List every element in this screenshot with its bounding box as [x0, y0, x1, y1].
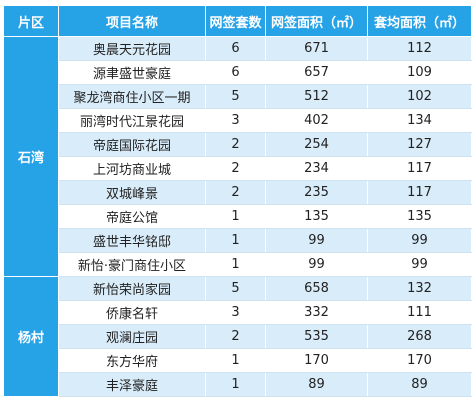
signed-area-cell: 332 — [265, 300, 368, 325]
project-name-cell: 奥晨天元花园 — [58, 36, 206, 61]
project-name-cell: 侨康名轩 — [58, 300, 206, 325]
signed-area-cell: 657 — [265, 60, 368, 85]
table-row: 侨康名轩 3 332 111 — [4, 300, 472, 325]
signed-area-cell: 671 — [265, 36, 368, 61]
signed-units-cell: 2 — [205, 324, 266, 349]
signed-area-cell: 170 — [265, 348, 368, 373]
average-area-cell: 127 — [367, 132, 472, 157]
signed-units-cell: 3 — [205, 300, 266, 325]
signed-area-cell: 235 — [265, 180, 368, 205]
signed-units-cell: 6 — [205, 36, 266, 61]
average-area-cell: 109 — [367, 60, 472, 85]
project-name-cell: 新怡荣尚家园 — [58, 276, 206, 301]
header-signed-area: 网签面积（㎡） — [265, 5, 368, 37]
district-cell: 杨村 — [3, 276, 59, 397]
signed-units-cell: 1 — [205, 372, 266, 397]
header-project-name: 项目名称 — [58, 5, 206, 37]
project-name-cell: 帝庭国际花园 — [58, 132, 206, 157]
header-row: 片区 项目名称 网签套数 网签面积（㎡） 套均面积（㎡） — [3, 5, 472, 37]
signed-area-cell: 254 — [265, 132, 368, 157]
signed-units-cell: 3 — [205, 108, 266, 133]
table-row: 帝庭国际花园 2 254 127 — [4, 132, 472, 157]
signed-units-cell: 1 — [205, 348, 266, 373]
signed-area-cell: 99 — [265, 252, 368, 277]
housing-sales-table: 片区 项目名称 网签套数 网签面积（㎡） 套均面积（㎡） 石湾 奥晨天元花园 6 67… — [3, 5, 472, 397]
signed-units-cell: 1 — [205, 228, 266, 253]
average-area-cell: 132 — [367, 276, 472, 301]
signed-area-cell: 89 — [265, 372, 368, 397]
table-row: 帝庭公馆 1 135 135 — [4, 204, 472, 229]
table-row: 源聿盛世豪庭 6 657 109 — [4, 60, 472, 85]
average-area-cell: 117 — [367, 156, 472, 181]
average-area-cell: 111 — [367, 300, 472, 325]
project-name-cell: 观澜庄园 — [58, 324, 206, 349]
signed-area-cell: 535 — [265, 324, 368, 349]
header-district: 片区 — [3, 5, 59, 37]
average-area-cell: 170 — [367, 348, 472, 373]
district-cell: 石湾 — [3, 36, 59, 277]
average-area-cell: 112 — [367, 36, 472, 61]
average-area-cell: 268 — [367, 324, 472, 349]
table-header: 片区 项目名称 网签套数 网签面积（㎡） 套均面积（㎡） — [3, 5, 472, 37]
average-area-cell: 117 — [367, 180, 472, 205]
average-area-cell: 135 — [367, 204, 472, 229]
signed-area-cell: 234 — [265, 156, 368, 181]
average-area-cell: 89 — [367, 372, 472, 397]
table-row: 新怡·豪门商住小区 1 99 99 — [4, 252, 472, 277]
table-row: 盛世丰华铭邸 1 99 99 — [4, 228, 472, 253]
signed-area-cell: 512 — [265, 84, 368, 109]
signed-units-cell: 2 — [205, 156, 266, 181]
signed-units-cell: 2 — [205, 180, 266, 205]
signed-units-cell: 6 — [205, 60, 266, 85]
signed-units-cell: 1 — [205, 204, 266, 229]
table-row: 上河坊商业城 2 234 117 — [4, 156, 472, 181]
table-row: 观澜庄园 2 535 268 — [4, 324, 472, 349]
average-area-cell: 134 — [367, 108, 472, 133]
project-name-cell: 聚龙湾商住小区一期 — [58, 84, 206, 109]
signed-units-cell: 2 — [205, 132, 266, 157]
signed-units-cell: 5 — [205, 276, 266, 301]
header-average-area: 套均面积（㎡） — [367, 5, 472, 37]
signed-area-cell: 99 — [265, 228, 368, 253]
project-name-cell: 源聿盛世豪庭 — [58, 60, 206, 85]
signed-units-cell: 5 — [205, 84, 266, 109]
average-area-cell: 99 — [367, 228, 472, 253]
table-row: 石湾 奥晨天元花园 6 671 112 — [3, 36, 472, 277]
average-area-cell: 99 — [367, 252, 472, 277]
project-name-cell: 盛世丰华铭邸 — [58, 228, 206, 253]
project-name-cell: 新怡·豪门商住小区 — [58, 252, 206, 277]
table-body: 石湾 奥晨天元花园 6 671 112 源聿盛世豪庭 6 657 109 聚龙湾商住小区一期 5 51… — [3, 36, 472, 397]
project-name-cell: 帝庭公馆 — [58, 204, 206, 229]
project-name-cell: 东方华府 — [58, 348, 206, 373]
table-row: 东方华府 1 170 170 — [4, 348, 472, 373]
header-signed-units: 网签套数 — [205, 5, 266, 37]
project-name-cell: 上河坊商业城 — [58, 156, 206, 181]
table-row: 杨村 新怡荣尚家园 5 658 132 — [3, 276, 472, 397]
table-row: 丰泽豪庭 1 89 89 — [4, 372, 472, 397]
project-name-cell: 丽湾时代江景花园 — [58, 108, 206, 133]
average-area-cell: 102 — [367, 84, 472, 109]
signed-area-cell: 135 — [265, 204, 368, 229]
signed-area-cell: 658 — [265, 276, 368, 301]
project-name-cell: 丰泽豪庭 — [58, 372, 206, 397]
table-row: 丽湾时代江景花园 3 402 134 — [4, 108, 472, 133]
project-name-cell: 双城峰景 — [58, 180, 206, 205]
signed-area-cell: 402 — [265, 108, 368, 133]
table-row: 聚龙湾商住小区一期 5 512 102 — [4, 84, 472, 109]
table-row: 双城峰景 2 235 117 — [4, 180, 472, 205]
signed-units-cell: 1 — [205, 252, 266, 277]
